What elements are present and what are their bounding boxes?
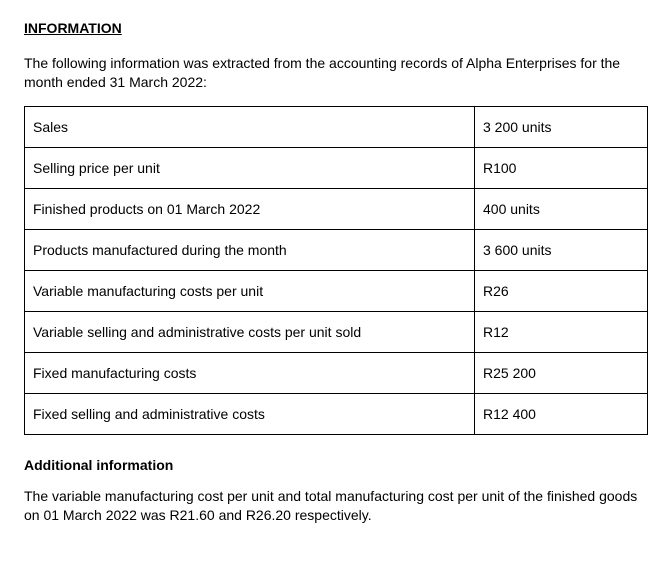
row-label: Fixed selling and administrative costs bbox=[25, 393, 475, 434]
table-row: Finished products on 01 March 2022 400 u… bbox=[25, 188, 648, 229]
row-value: R26 bbox=[475, 270, 648, 311]
row-value: 400 units bbox=[475, 188, 648, 229]
table-row: Variable manufacturing costs per unit R2… bbox=[25, 270, 648, 311]
row-value: 3 200 units bbox=[475, 106, 648, 147]
row-value: R25 200 bbox=[475, 352, 648, 393]
row-label: Products manufactured during the month bbox=[25, 229, 475, 270]
row-value: R12 400 bbox=[475, 393, 648, 434]
table-row: Sales 3 200 units bbox=[25, 106, 648, 147]
table-row: Fixed selling and administrative costs R… bbox=[25, 393, 648, 434]
section-heading: INFORMATION bbox=[24, 20, 648, 36]
table-row: Products manufactured during the month 3… bbox=[25, 229, 648, 270]
table-row: Fixed manufacturing costs R25 200 bbox=[25, 352, 648, 393]
row-value: R12 bbox=[475, 311, 648, 352]
row-value: R100 bbox=[475, 147, 648, 188]
information-table-body: Sales 3 200 units Selling price per unit… bbox=[25, 106, 648, 434]
row-label: Selling price per unit bbox=[25, 147, 475, 188]
information-table: Sales 3 200 units Selling price per unit… bbox=[24, 106, 648, 435]
row-label: Variable selling and administrative cost… bbox=[25, 311, 475, 352]
intro-paragraph: The following information was extracted … bbox=[24, 54, 648, 92]
table-row: Variable selling and administrative cost… bbox=[25, 311, 648, 352]
additional-info-heading: Additional information bbox=[24, 457, 648, 473]
row-label: Variable manufacturing costs per unit bbox=[25, 270, 475, 311]
additional-info-paragraph: The variable manufacturing cost per unit… bbox=[24, 487, 648, 525]
row-value: 3 600 units bbox=[475, 229, 648, 270]
row-label: Fixed manufacturing costs bbox=[25, 352, 475, 393]
row-label: Finished products on 01 March 2022 bbox=[25, 188, 475, 229]
table-row: Selling price per unit R100 bbox=[25, 147, 648, 188]
row-label: Sales bbox=[25, 106, 475, 147]
